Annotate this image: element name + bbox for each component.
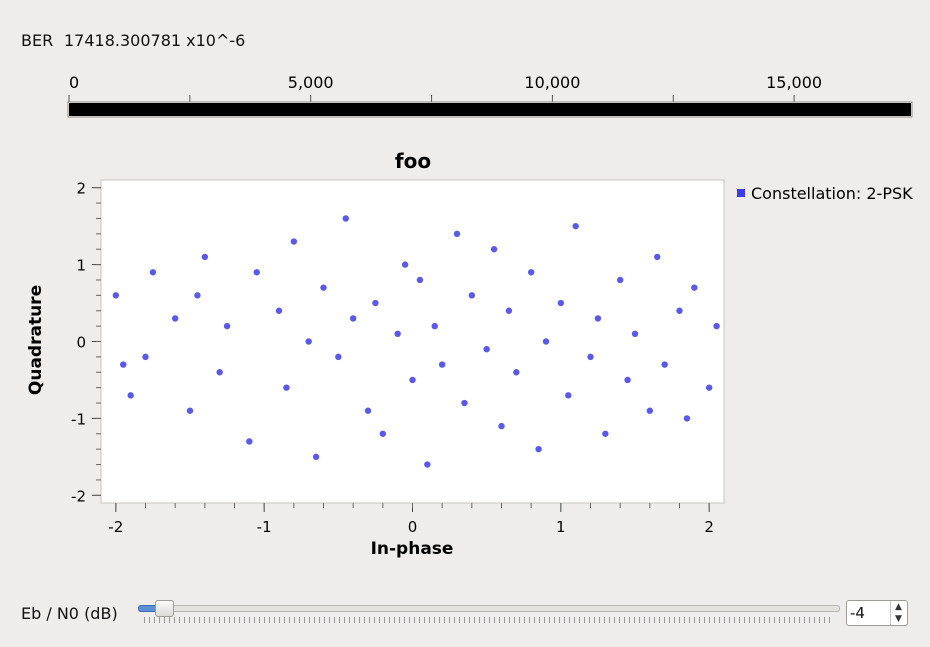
x-axis-label: In-phase — [371, 539, 454, 559]
plot-canvas — [100, 179, 725, 504]
y-tick-label: -2 — [71, 487, 86, 505]
legend-swatch — [737, 189, 745, 197]
constellation-point — [409, 376, 416, 384]
constellation-point — [342, 215, 349, 222]
eb-n0-label: Eb / N0 (dB) — [21, 604, 118, 623]
constellation-point — [527, 269, 535, 276]
spinbox-buttons — [890, 601, 908, 625]
constellation-point — [713, 322, 720, 330]
plot-title: foo — [395, 149, 431, 173]
constellation-point — [624, 376, 631, 384]
x-tick-label: -2 — [108, 518, 123, 536]
constellation-point — [246, 438, 253, 445]
constellation-point — [691, 284, 698, 291]
y-tick-label: -1 — [71, 410, 86, 428]
constellation-point — [149, 269, 157, 276]
constellation-point — [683, 415, 691, 422]
ber-label: BER — [21, 31, 54, 50]
constellation-point — [602, 430, 609, 437]
constellation-point — [171, 315, 179, 322]
constellation-point — [654, 253, 661, 261]
constellation-point — [490, 246, 498, 253]
constellation-point — [194, 292, 201, 299]
eb-n0-spinbox[interactable] — [846, 600, 908, 626]
constellation-point — [335, 353, 342, 361]
ber-scale-tick-label: 0 — [69, 73, 79, 92]
constellation-point — [587, 353, 594, 361]
constellation-point — [186, 407, 194, 414]
constellation-point — [631, 330, 639, 338]
constellation-point — [112, 292, 120, 299]
x-axis: -2 -1 0 1 2 — [108, 503, 714, 536]
constellation-point — [468, 292, 476, 299]
spin-up-icon[interactable]: ▲ — [895, 602, 902, 612]
constellation-point — [312, 453, 320, 461]
constellation-point — [676, 307, 683, 314]
constellation-point — [379, 430, 387, 437]
spin-down-icon[interactable]: ▼ — [895, 614, 902, 624]
ber-progress-scale: 0 5,000 10,000 15,000 — [67, 73, 913, 118]
constellation-point — [305, 338, 312, 345]
eb-n0-slider-ticks — [144, 617, 834, 623]
constellation-point — [253, 269, 260, 276]
constellation-point — [453, 230, 461, 238]
x-tick-label: 2 — [704, 518, 714, 536]
constellation-point — [705, 384, 713, 391]
constellation-point — [372, 299, 379, 307]
legend-label: Constellation: 2-PSK — [751, 184, 913, 203]
constellation-point — [201, 253, 209, 261]
eb-n0-spinbox-value[interactable]: -4 — [850, 604, 865, 622]
constellation-point — [498, 422, 505, 430]
ber-value: 17418.300781 x10^-6 — [64, 31, 246, 50]
constellation-point — [505, 307, 513, 314]
constellation-point — [320, 284, 327, 291]
constellation-point — [275, 307, 283, 314]
constellation-point — [572, 222, 579, 230]
constellation-point — [557, 299, 565, 307]
constellation-point — [349, 315, 357, 322]
x-tick-label: -1 — [257, 518, 272, 536]
constellation-point — [535, 445, 542, 453]
constellation-point — [542, 338, 550, 345]
y-tick-label: 1 — [76, 257, 86, 275]
constellation-point — [424, 461, 431, 468]
constellation-point — [127, 392, 134, 399]
constellation-point — [142, 353, 149, 361]
constellation-plot: foo 210-1-2 -2 -1 0 1 2 In-phase Quadrature … — [26, 149, 913, 559]
constellation-point — [120, 361, 127, 368]
constellation-point — [416, 276, 424, 284]
eb-n0-slider-track[interactable] — [138, 605, 840, 612]
constellation-point — [216, 369, 223, 376]
constellation-point — [483, 345, 490, 353]
y-axis: 2 1 0 -1 -2 — [71, 180, 101, 505]
constellation-point — [438, 361, 446, 368]
eb-n0-slider-handle[interactable] — [155, 600, 174, 617]
y-tick-label: 2 — [76, 180, 86, 198]
constellation-point — [364, 407, 372, 414]
constellation-point — [401, 261, 409, 268]
constellation-point — [594, 315, 602, 322]
constellation-point — [431, 322, 438, 330]
constellation-point — [616, 276, 624, 284]
constellation-point — [290, 238, 298, 245]
constellation-point — [661, 361, 668, 368]
y-axis-label: Quadrature — [26, 285, 46, 395]
constellation-point — [283, 384, 290, 391]
ber-scale-tick-label: 5,000 — [288, 73, 334, 92]
constellation-point — [565, 392, 572, 399]
ber-progress-fill — [69, 103, 911, 116]
constellation-point — [394, 330, 401, 338]
constellation-point — [646, 407, 654, 414]
y-tick-label: 0 — [76, 334, 86, 352]
x-tick-label: 1 — [556, 518, 566, 536]
constellation-point — [513, 369, 520, 376]
constellation-point — [223, 322, 231, 330]
constellation-point — [461, 399, 468, 407]
ber-scale-tick-label: 15,000 — [766, 73, 822, 92]
x-tick-label: 0 — [408, 518, 418, 536]
ber-scale-tick-label: 10,000 — [524, 73, 580, 92]
